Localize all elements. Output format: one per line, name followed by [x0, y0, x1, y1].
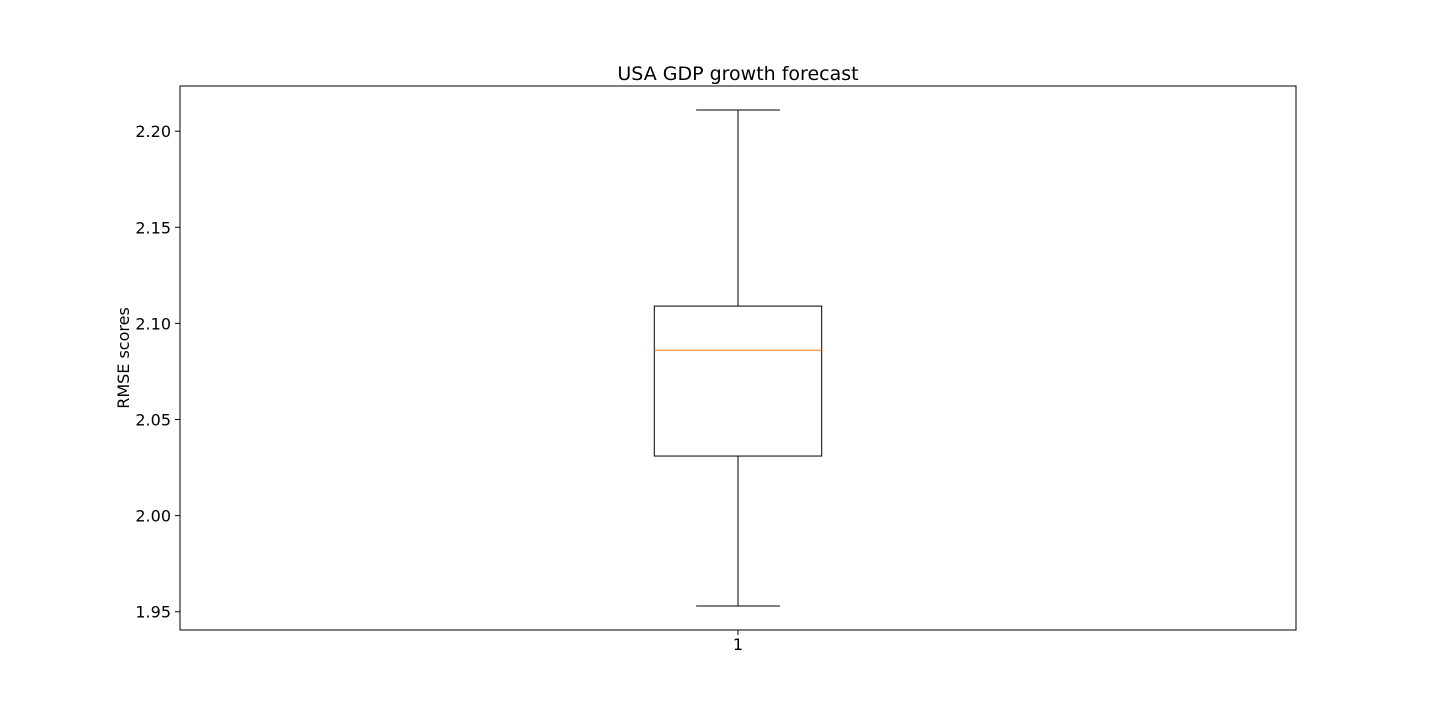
y-tick-label: 2.00	[135, 507, 171, 526]
y-tick-label: 2.05	[135, 411, 171, 430]
boxes	[653, 109, 823, 607]
box-iqr	[653, 305, 823, 457]
y-tick-label: 1.95	[135, 603, 171, 622]
y-axis-label: RMSE scores	[114, 307, 133, 409]
y-tick-label: 2.20	[135, 122, 171, 141]
y-tick-label: 2.15	[135, 218, 171, 237]
chart-title: USA GDP growth forecast	[617, 63, 858, 85]
y-tick-label: 2.10	[135, 314, 171, 333]
x-axis: 1	[733, 630, 743, 654]
x-tick-label: 1	[733, 635, 743, 654]
box-1	[653, 109, 823, 607]
y-axis: 1.95 2.00 2.05 2.10 2.15 2.20	[135, 122, 180, 622]
